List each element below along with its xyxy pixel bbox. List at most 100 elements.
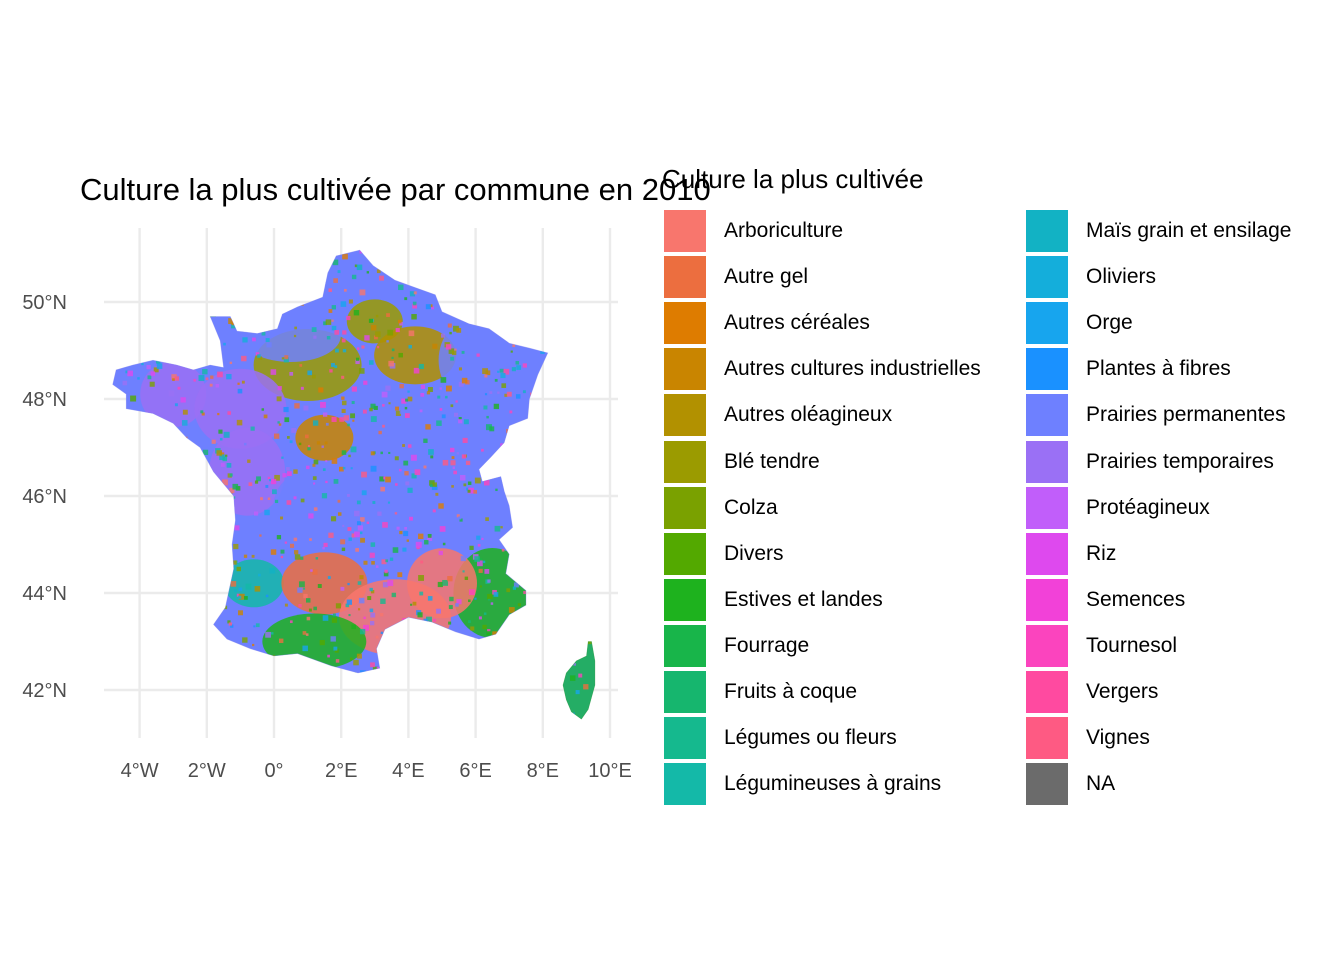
commune-speckle <box>150 719 155 720</box>
commune-speckle <box>557 470 561 473</box>
commune-speckle <box>386 340 389 343</box>
commune-speckle <box>369 407 373 412</box>
commune-speckle <box>309 538 312 541</box>
commune-speckle <box>580 361 587 368</box>
commune-speckle <box>192 298 196 301</box>
commune-speckle <box>254 586 261 592</box>
commune-speckle <box>129 703 136 710</box>
commune-speckle <box>588 262 594 268</box>
commune-speckle <box>200 410 204 414</box>
commune-speckle <box>125 370 129 374</box>
commune-speckle <box>551 656 557 661</box>
commune-speckle <box>447 323 452 328</box>
commune-speckle <box>522 390 526 394</box>
commune-speckle <box>146 331 150 336</box>
commune-speckle <box>554 335 557 339</box>
commune-speckle <box>558 604 563 609</box>
commune-speckle <box>428 720 430 722</box>
commune-speckle <box>550 339 554 342</box>
commune-speckle <box>366 271 370 274</box>
commune-speckle <box>385 636 391 642</box>
commune-speckle <box>433 619 436 622</box>
commune-speckle <box>174 403 178 407</box>
commune-speckle <box>170 643 176 649</box>
commune-speckle <box>474 477 481 484</box>
commune-speckle <box>227 558 230 561</box>
commune-speckle <box>561 511 567 517</box>
commune-speckle <box>399 468 402 472</box>
commune-speckle <box>193 544 199 550</box>
commune-speckle <box>293 496 297 500</box>
commune-speckle <box>350 705 356 711</box>
commune-speckle <box>215 383 220 388</box>
commune-speckle <box>309 287 312 291</box>
commune-speckle <box>508 532 513 537</box>
commune-speckle <box>371 561 375 565</box>
commune-speckle <box>348 299 353 304</box>
commune-speckle <box>141 431 148 437</box>
commune-speckle <box>174 717 180 720</box>
commune-speckle <box>293 334 297 338</box>
commune-speckle <box>341 547 346 552</box>
commune-speckle <box>436 608 441 614</box>
commune-speckle <box>320 401 326 408</box>
commune-speckle <box>436 656 441 661</box>
commune-speckle <box>112 345 117 350</box>
commune-speckle <box>322 468 326 472</box>
commune-speckle <box>357 525 363 531</box>
commune-speckle <box>494 699 498 703</box>
legend-key <box>1026 486 1068 529</box>
commune-speckle <box>468 599 471 603</box>
commune-speckle <box>122 639 127 644</box>
commune-speckle <box>358 597 365 604</box>
commune-speckle <box>150 338 154 342</box>
commune-speckle <box>195 364 200 369</box>
commune-speckle <box>308 513 314 519</box>
commune-speckle <box>239 695 242 698</box>
commune-speckle <box>280 396 284 400</box>
commune-speckle <box>419 591 424 596</box>
commune-speckle <box>456 599 462 605</box>
commune-speckle <box>398 352 403 358</box>
commune-speckle <box>228 318 235 325</box>
legend-label: Prairies permanentes <box>1086 403 1286 427</box>
commune-speckle <box>468 620 471 624</box>
commune-speckle <box>426 391 431 395</box>
legend-label: Orge <box>1086 311 1133 335</box>
commune-speckle <box>120 324 124 329</box>
commune-speckle <box>355 548 360 552</box>
commune-speckle <box>189 469 195 476</box>
commune-speckle <box>130 254 137 261</box>
commune-speckle <box>182 409 188 415</box>
commune-speckle <box>385 385 391 391</box>
commune-speckle <box>153 582 157 586</box>
commune-speckle <box>552 362 555 365</box>
commune-speckle <box>566 644 570 648</box>
commune-speckle <box>395 253 398 257</box>
commune-speckle <box>205 377 209 381</box>
commune-speckle <box>478 672 485 678</box>
commune-speckle <box>408 330 415 337</box>
commune-speckle <box>571 565 577 571</box>
commune-speckle <box>230 581 237 587</box>
commune-speckle <box>127 627 132 632</box>
legend-label: Arboriculture <box>724 219 844 242</box>
commune-speckle <box>252 664 255 668</box>
commune-speckle <box>134 546 139 551</box>
commune-speckle <box>407 396 413 402</box>
commune-speckle <box>207 273 212 279</box>
commune-speckle <box>342 524 345 527</box>
commune-speckle <box>383 476 387 480</box>
commune-speckle <box>185 575 192 582</box>
commune-speckle <box>223 572 226 576</box>
commune-speckle <box>263 414 268 419</box>
commune-speckle <box>557 426 563 432</box>
commune-speckle <box>362 409 367 414</box>
commune-speckle <box>486 250 490 252</box>
commune-speckle <box>113 454 117 459</box>
commune-speckle <box>262 292 267 296</box>
commune-speckle <box>247 459 251 463</box>
commune-speckle <box>465 460 471 466</box>
commune-speckle <box>387 580 394 587</box>
commune-speckle <box>391 356 394 359</box>
